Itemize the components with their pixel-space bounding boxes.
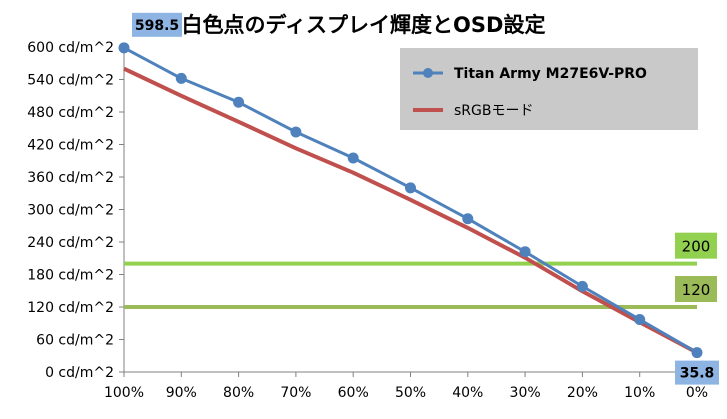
- x-tick-label: 100%: [104, 385, 144, 401]
- reference-label-box-120: [675, 276, 717, 302]
- data-point-titan-60%: [347, 152, 359, 164]
- legend-label-srgb: sRGBモード: [454, 103, 533, 119]
- annotation-layer: 598.5 35.8: [132, 12, 719, 385]
- data-label-35.8: 35.8: [680, 366, 715, 382]
- reference-label-120: 120: [682, 281, 711, 299]
- x-tick-label: 90%: [166, 385, 197, 401]
- x-tick-label: 40%: [452, 385, 483, 401]
- y-tick-label: 180 cd/m^2: [27, 268, 114, 284]
- legend: Titan Army M27E6V-PRO sRGBモード: [400, 48, 698, 130]
- data-point-titan-0%: [691, 347, 703, 359]
- y-tick-label: 240 cd/m^2: [27, 235, 114, 251]
- y-tick-label: 60 cd/m^2: [36, 333, 114, 349]
- data-point-titan-30%: [519, 246, 531, 258]
- reference-label-200: 200: [682, 238, 711, 256]
- x-tick-label: 30%: [510, 385, 541, 401]
- y-tick-label: 360 cd/m^2: [27, 170, 114, 186]
- data-label-598.5: 598.5: [135, 18, 179, 34]
- legend-label-titan: Titan Army M27E6V-PRO: [454, 66, 647, 82]
- x-tick-label: 70%: [280, 385, 311, 401]
- y-tick-label: 480 cd/m^2: [27, 105, 114, 121]
- data-point-titan-90%: [175, 72, 187, 84]
- data-point-titan-10%: [634, 313, 646, 325]
- data-label-box-598.5: [132, 12, 182, 37]
- data-point-titan-50%: [405, 182, 416, 194]
- y-tick-label: 300 cd/m^2: [27, 203, 114, 219]
- legend-marker-titan: [423, 68, 433, 78]
- data-label-box-35.8: [675, 360, 719, 385]
- y-tick-label: 120 cd/m^2: [27, 300, 114, 316]
- x-axis: 100% 90% 80% 70% 60% 50% 40% 30% 20% 10% 0%: [104, 372, 708, 401]
- series-layer: [118, 42, 703, 359]
- x-tick-label: 80%: [223, 385, 254, 401]
- y-tick-label: 420 cd/m^2: [27, 138, 114, 154]
- data-point-titan-20%: [576, 280, 588, 292]
- data-point-titan-100%: [118, 42, 130, 54]
- reference-lines: 200 120: [124, 232, 717, 309]
- series-line-srgb: [123, 66, 698, 355]
- x-tick-label: 20%: [567, 385, 598, 401]
- x-tick-label: 10%: [624, 385, 655, 401]
- x-tick-label: 50%: [395, 385, 426, 401]
- y-tick-label: 540 cd/m^2: [27, 73, 114, 89]
- chart-title: 白色点のディスプレイ輝度とOSD設定: [182, 13, 546, 37]
- x-tick-label: 0%: [686, 385, 708, 401]
- data-point-titan-80%: [233, 96, 245, 108]
- x-tick-label: 60%: [338, 385, 369, 401]
- y-tick-label: 0 cd/m^2: [45, 365, 114, 381]
- y-axis: 0 cd/m^2 60 cd/m^2 120 cd/m^2 180 cd/m^2 240…: [27, 40, 124, 381]
- data-point-titan-40%: [462, 213, 474, 225]
- data-point-titan-70%: [290, 126, 302, 138]
- reference-label-box-200: [675, 232, 717, 259]
- legend-box: [400, 48, 698, 130]
- y-tick-label: 600 cd/m^2: [27, 40, 114, 56]
